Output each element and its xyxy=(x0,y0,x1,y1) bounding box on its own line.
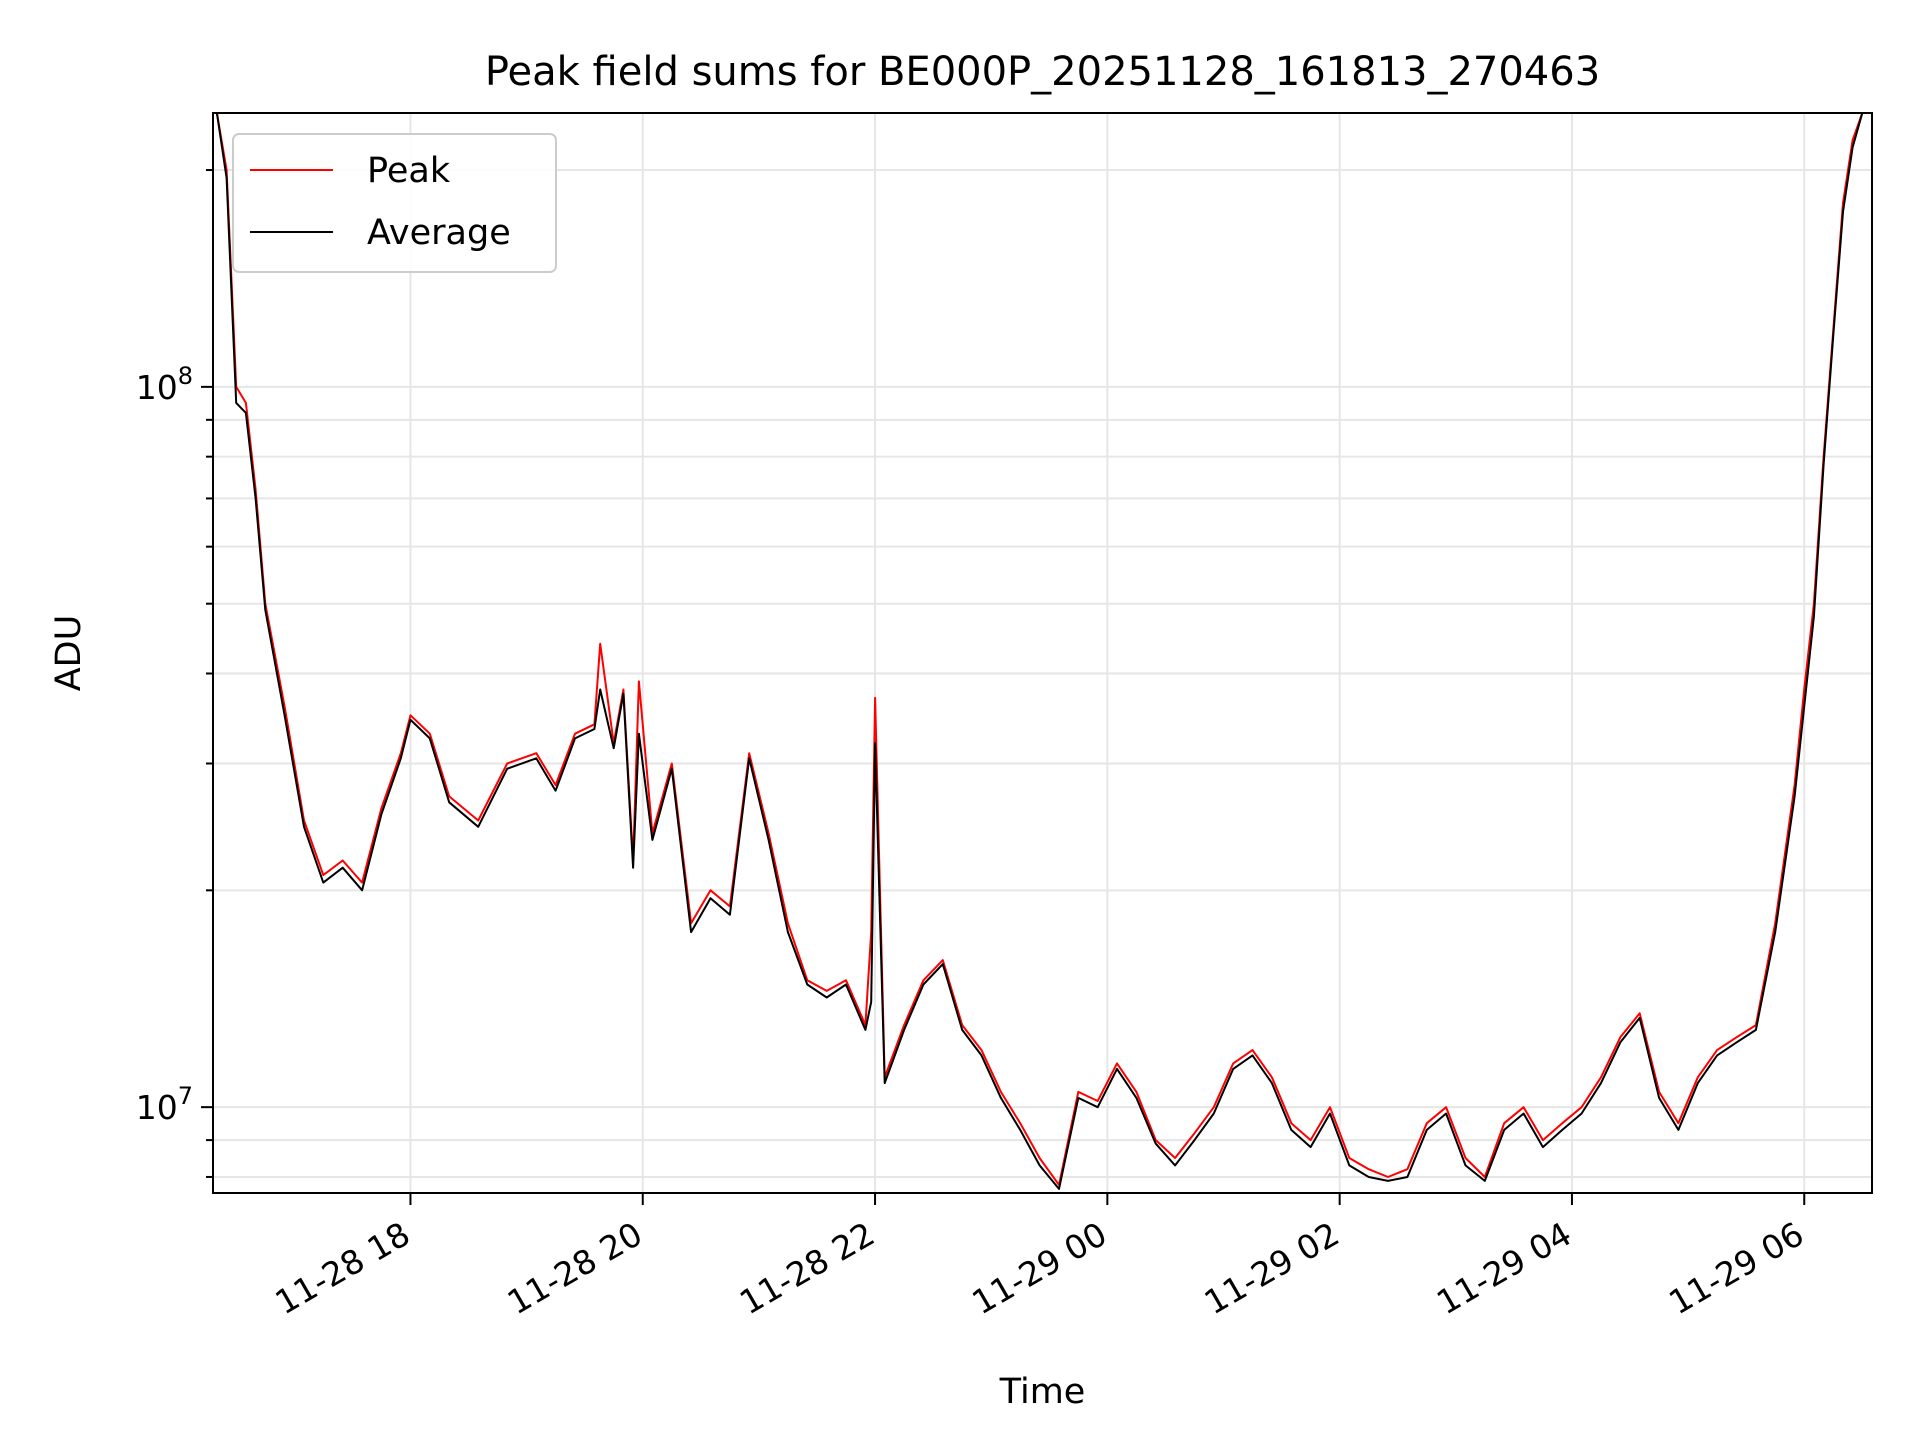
x-tick-label: 11-29 04 xyxy=(1430,1214,1578,1322)
series-line-peak xyxy=(215,113,1864,1186)
y-tick-label: 108 xyxy=(136,362,193,407)
x-tick-label: 11-28 20 xyxy=(501,1214,649,1322)
y-tick-base: 10 xyxy=(136,368,178,407)
y-axis-label: ADU xyxy=(49,615,89,692)
legend-box xyxy=(232,133,557,273)
legend-label-average: Average xyxy=(367,213,511,253)
x-axis-label: Time xyxy=(999,1372,1086,1412)
grid-layer xyxy=(213,113,1872,1193)
x-tick-label: 11-28 18 xyxy=(268,1214,416,1322)
legend: Peak Average xyxy=(232,133,557,273)
y-tick-exponent: 7 xyxy=(178,1082,193,1110)
x-tick-label: 11-29 02 xyxy=(1198,1214,1346,1322)
chart-title: Peak field sums for BE000P_20251128_1618… xyxy=(485,49,1600,95)
series-line-average xyxy=(215,113,1864,1190)
x-tick-label: 11-29 00 xyxy=(965,1214,1113,1322)
y-tick-base: 10 xyxy=(136,1088,178,1127)
plot-area-frame xyxy=(212,112,1873,1194)
x-tick-label: 11-28 22 xyxy=(733,1214,881,1322)
tick-layer: 11-28 18 11-28 20 11-28 22 11-29 00 11-29 02… xyxy=(136,169,1810,1322)
series-layer xyxy=(215,113,1864,1190)
y-tick-exponent: 8 xyxy=(178,362,193,390)
x-tick-label: 11-29 06 xyxy=(1662,1214,1810,1322)
y-tick-label: 107 xyxy=(136,1082,193,1127)
legend-label-peak: Peak xyxy=(367,151,451,191)
